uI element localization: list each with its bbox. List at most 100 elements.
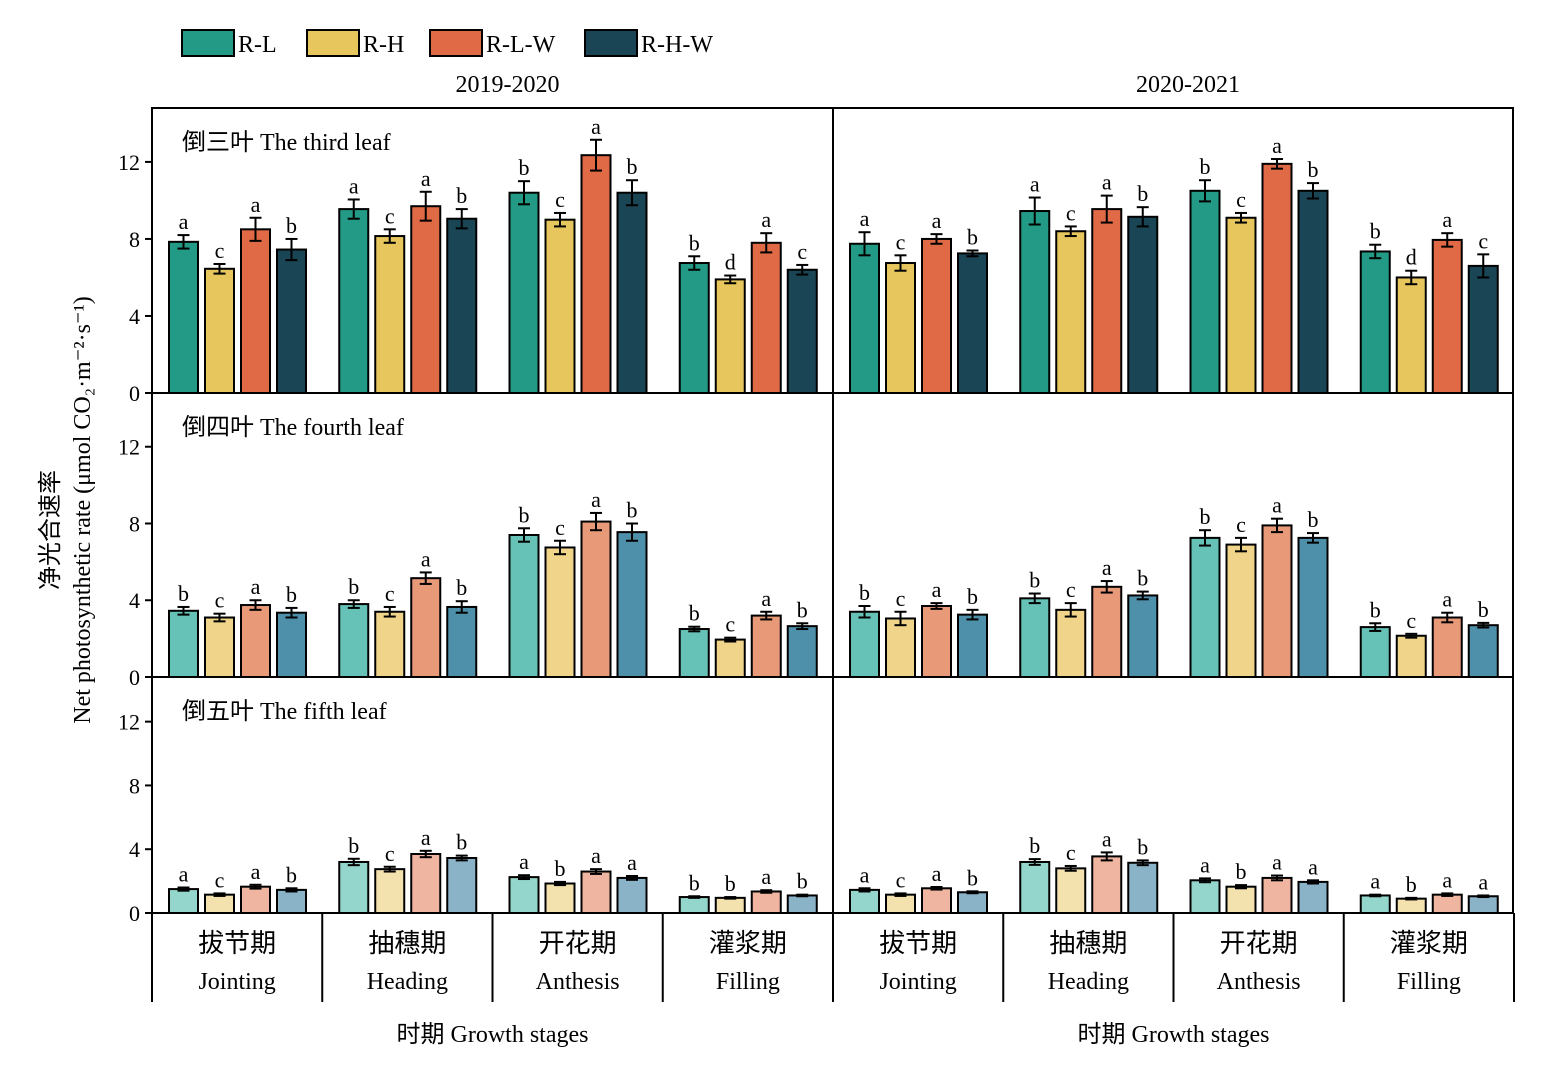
stage-label-cn: 开花期: [539, 929, 617, 958]
bar: [1467, 895, 1499, 915]
bar: [786, 268, 818, 394]
y-axis-title-cn: 净光合速率: [37, 470, 64, 590]
significance-letter: b: [1370, 597, 1381, 622]
significance-letter: b: [1137, 566, 1148, 591]
y-tick-label: 0: [129, 901, 140, 926]
bar: [1431, 616, 1463, 678]
stage-label-cn: 灌浆期: [709, 929, 787, 958]
significance-letter: c: [215, 588, 225, 613]
bar: [446, 217, 478, 394]
significance-letter: c: [385, 581, 395, 606]
y-tick-label: 8: [129, 511, 140, 536]
significance-letter: a: [1102, 826, 1112, 851]
significance-letter: a: [627, 850, 637, 875]
y-tick-label: 0: [129, 381, 140, 406]
legend-label-r-h-w: R-H-W: [641, 32, 713, 58]
significance-letter: a: [179, 209, 189, 234]
y-tick-label: 12: [118, 435, 140, 460]
bar: [957, 891, 988, 914]
bar: [1127, 861, 1159, 914]
significance-letter: c: [385, 841, 395, 866]
bar: [240, 604, 271, 678]
significance-letter: c: [1066, 200, 1076, 225]
bar: [508, 191, 540, 394]
x-axis-title: 时期 Growth stages: [1078, 1021, 1270, 1048]
significance-letter: c: [385, 203, 395, 228]
bar: [580, 520, 612, 678]
significance-letter: b: [456, 575, 467, 600]
stage-label-cn: 抽穗期: [368, 929, 446, 958]
bar: [168, 888, 199, 914]
significance-letter: a: [349, 173, 359, 198]
stage-label-cn: 灌浆期: [1390, 929, 1468, 958]
year-label-1: 2019-2020: [456, 72, 560, 98]
y-axis-title-en: Net photosynthetic rate (μmol CO₂·m⁻²·s⁻…: [70, 296, 96, 724]
significance-letter: b: [1478, 597, 1489, 622]
stage-label-cn: 拔节期: [198, 929, 276, 958]
significance-letter: b: [1029, 568, 1040, 593]
significance-letter: a: [179, 861, 189, 886]
significance-letter: b: [627, 497, 638, 522]
significance-letter: a: [1478, 869, 1488, 894]
significance-letter: b: [1200, 154, 1211, 179]
bar: [1091, 208, 1123, 394]
significance-letter: c: [215, 238, 225, 263]
bar: [240, 885, 271, 915]
panel-title: 倒五叶 The fifth leaf: [182, 698, 387, 725]
bar: [957, 613, 988, 678]
legend-label-r-h: R-H: [363, 32, 404, 58]
significance-letter: a: [251, 574, 261, 599]
y-tick-label: 12: [118, 150, 140, 175]
stage-label-cn: 开花期: [1220, 929, 1298, 958]
stage-label-en: Heading: [1048, 969, 1129, 995]
significance-letter: b: [967, 865, 978, 890]
bar: [1395, 634, 1427, 678]
bar: [1055, 230, 1087, 394]
significance-letter: a: [761, 864, 771, 889]
bar: [374, 610, 406, 679]
bar: [1297, 536, 1329, 678]
bar: [1019, 597, 1051, 679]
significance-letter: b: [627, 154, 638, 179]
bar: [1297, 189, 1329, 394]
bar: [410, 577, 442, 678]
bar: [1431, 238, 1463, 394]
stage-label-en: Heading: [367, 969, 448, 995]
panel-title: 倒四叶 The fourth leaf: [182, 414, 404, 441]
significance-letter: a: [251, 192, 261, 217]
stage-label-en: Jointing: [198, 969, 275, 995]
significance-letter: b: [797, 869, 808, 894]
significance-letter: b: [286, 862, 297, 887]
bar: [410, 205, 442, 394]
significance-letter: b: [1029, 833, 1040, 858]
significance-letter: a: [1442, 867, 1452, 892]
bar: [1359, 250, 1391, 394]
significance-letter: a: [591, 487, 601, 512]
bar: [1261, 524, 1293, 678]
significance-letter: c: [1066, 840, 1076, 865]
x-axis: 拔节期 Jointing 抽穗期 Heading 开花期 Anthesis 灌浆期 Filli…: [151, 913, 1515, 1048]
stage-label-cn: 拔节期: [879, 929, 957, 958]
bar: [276, 611, 307, 678]
bar: [544, 218, 576, 394]
significance-letter: a: [932, 577, 942, 602]
bar: [1395, 897, 1427, 914]
stage-label-en: Jointing: [879, 969, 956, 995]
bar: [580, 154, 612, 394]
legend-swatch-r-l: [181, 29, 235, 57]
y-tick-label: 4: [129, 304, 140, 329]
y-tick-label: 12: [118, 710, 140, 735]
bar: [921, 605, 952, 678]
significance-letter: c: [1236, 187, 1246, 212]
significance-letter: a: [591, 114, 601, 139]
y-tick-label: 8: [129, 227, 140, 252]
significance-letter: b: [286, 582, 297, 607]
significance-letter: a: [421, 825, 431, 850]
bar: [338, 603, 370, 678]
bar: [678, 896, 710, 915]
significance-letter: c: [797, 239, 807, 264]
bar: [786, 894, 818, 915]
